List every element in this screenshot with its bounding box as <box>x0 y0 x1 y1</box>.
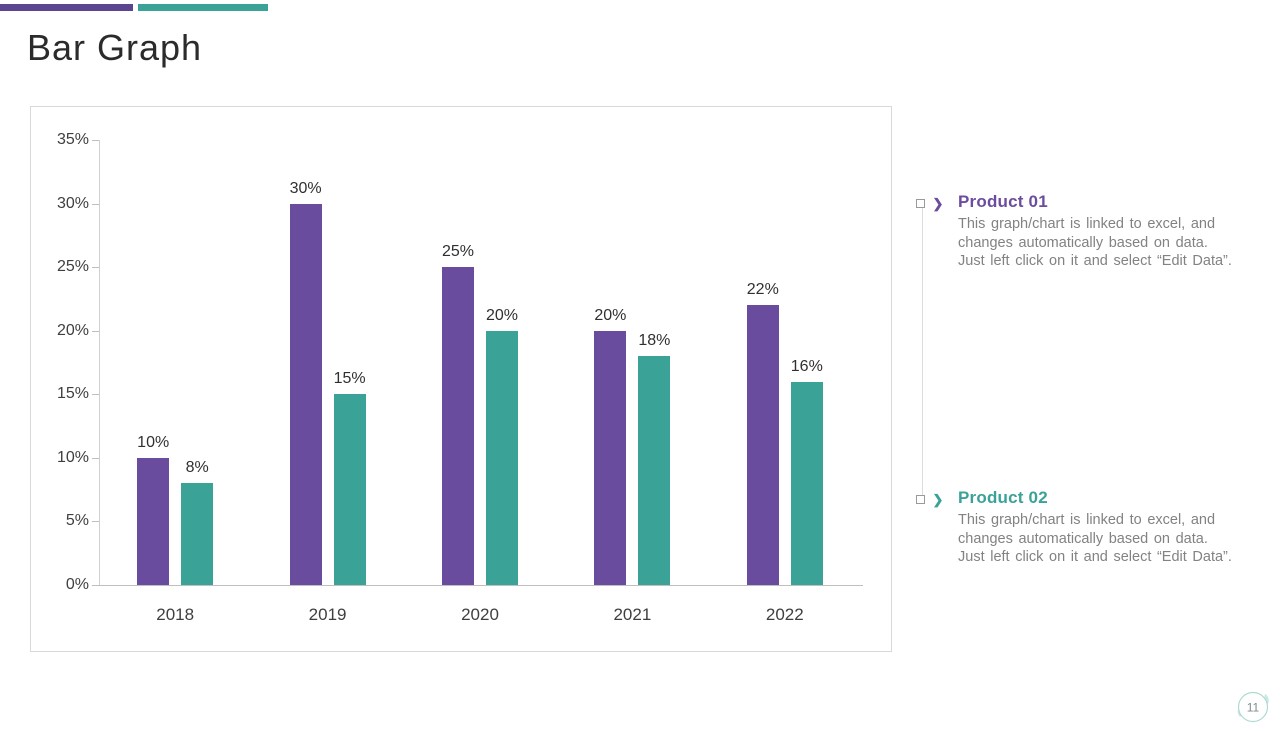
y-axis-label: 35% <box>56 131 89 148</box>
top-accent-bar-purple <box>0 4 133 11</box>
y-axis-tick <box>92 330 99 332</box>
bar-product-01-2018[interactable] <box>137 457 170 585</box>
page-number-ornament: 11 <box>1237 691 1269 723</box>
svg-text:11: 11 <box>1247 701 1260 715</box>
bar-value-label: 15% <box>333 370 366 388</box>
bar-value-label: 8% <box>185 459 209 477</box>
bar-value-label: 10% <box>137 433 170 451</box>
y-axis-label: 10% <box>56 448 89 466</box>
y-axis-label: 5% <box>65 512 89 530</box>
y-axis-label: 30% <box>56 194 89 212</box>
bar-product-01-2022[interactable] <box>746 305 779 585</box>
bar-product-02-2022[interactable] <box>790 381 823 585</box>
y-axis-tick <box>92 140 99 141</box>
x-axis-label: 2018 <box>156 605 195 624</box>
page-title: Bar Graph <box>27 27 203 68</box>
bar-value-label: 22% <box>746 281 779 299</box>
top-accent-bar-teal <box>138 4 268 11</box>
x-axis-label: 2019 <box>308 605 347 624</box>
x-axis-label: 2022 <box>765 605 804 624</box>
y-axis-tick <box>92 585 99 586</box>
bar-chart[interactable]: 0% 5% 10% 15% 20% 25% 30% 35% 10% 8% 2018 30% 15% 201… <box>30 106 892 652</box>
chevron-right-icon: ❯ <box>932 492 944 508</box>
y-axis-line <box>99 140 100 585</box>
plot-area: 0% 5% 10% 15% 20% 25% 30% 35% 10% 8% 2018 30% 15% 201… <box>31 107 891 651</box>
bar-value-label: 30% <box>289 179 322 197</box>
y-axis-label: 25% <box>56 258 89 276</box>
y-axis-tick <box>92 203 99 205</box>
y-axis-tick <box>92 457 99 459</box>
x-axis-line <box>93 585 863 586</box>
legend-title-product-02: Product 02 <box>958 488 1048 507</box>
legend-connector-line <box>922 207 923 497</box>
page-number-badge: 11 <box>1233 686 1273 726</box>
bar-product-01-2020[interactable] <box>442 267 474 585</box>
legend-description: This graph/chart is linked to excel, and… <box>958 216 1232 270</box>
bar-product-02-2020[interactable] <box>486 330 518 585</box>
legend-description: This graph/chart is linked to excel, and… <box>958 512 1232 566</box>
bar-product-02-2018[interactable] <box>181 483 214 585</box>
bar-value-label: 25% <box>441 243 475 261</box>
bar-product-01-2021[interactable] <box>594 330 627 585</box>
bar-value-label: 20% <box>594 306 627 324</box>
y-axis-tick <box>92 267 99 269</box>
y-axis-tick <box>92 521 99 523</box>
y-axis-label: 0% <box>65 576 89 593</box>
bar-value-label: 20% <box>485 306 519 324</box>
bar-product-02-2021[interactable] <box>638 356 671 585</box>
bar-value-label: 16% <box>790 357 823 375</box>
legend-title-product-01: Product 01 <box>958 192 1048 211</box>
bar-product-02-2019[interactable] <box>333 394 366 585</box>
square-bullet-icon <box>916 199 925 209</box>
x-axis-label: 2020 <box>461 605 499 624</box>
x-axis-label: 2021 <box>613 605 652 624</box>
y-axis-label: 15% <box>56 385 89 403</box>
bar-product-01-2019[interactable] <box>289 203 322 585</box>
bar-value-label: 18% <box>638 332 671 350</box>
chevron-right-icon: ❯ <box>932 196 944 212</box>
y-axis-tick <box>92 394 99 396</box>
square-bullet-icon <box>916 495 925 505</box>
y-axis-label: 20% <box>56 321 89 339</box>
